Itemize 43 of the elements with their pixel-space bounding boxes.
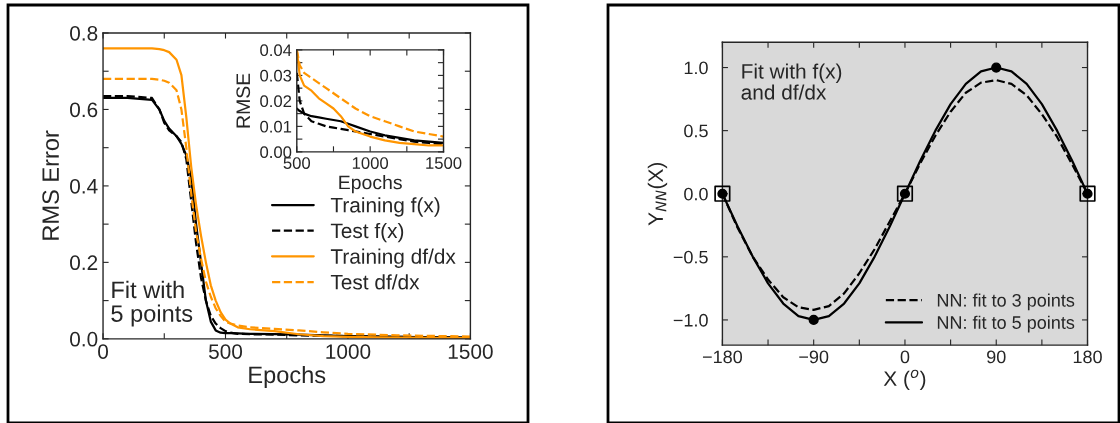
y-tick-label: −0.5 bbox=[673, 250, 708, 264]
legend-label: Test f(x) bbox=[330, 222, 404, 243]
x-axis-title: Epochs bbox=[249, 365, 326, 388]
legend-label: NN: fit to 5 points bbox=[937, 315, 1075, 333]
x-tick-label: 1000 bbox=[352, 157, 389, 169]
y-tick-label: 1.0 bbox=[684, 61, 708, 75]
x-tick-label: −90 bbox=[799, 350, 829, 364]
x-tick-label: −180 bbox=[702, 350, 743, 364]
y-tick-label: 0.4 bbox=[70, 178, 98, 194]
x-axis-title: X ($^{o}$) bbox=[883, 369, 926, 391]
y-tick-label: 0.02 bbox=[260, 95, 292, 108]
y-axis-title: RMSE bbox=[236, 73, 251, 128]
y-tick-label: 0.04 bbox=[260, 44, 292, 57]
x-tick-label: 0 bbox=[900, 350, 910, 364]
y-tick-label: 0.5 bbox=[684, 124, 708, 138]
x-tick-label: 1500 bbox=[426, 157, 462, 169]
x-tick-label: 0 bbox=[98, 344, 109, 359]
x-tick-label: 500 bbox=[208, 344, 243, 359]
legend-label: Training f(x) bbox=[330, 197, 440, 217]
x-tick-label: 1500 bbox=[448, 344, 493, 359]
y-tick-label: 0.2 bbox=[70, 255, 98, 271]
x-tick-label: 90 bbox=[987, 350, 1006, 364]
y-tick-label: 0.01 bbox=[260, 120, 292, 133]
x-tick-label: 1000 bbox=[326, 344, 371, 359]
x-tick-label: 500 bbox=[283, 157, 311, 169]
annotation: Fit with f(x) and df/dx bbox=[741, 63, 842, 100]
x-axis-title: Epochs bbox=[339, 175, 402, 194]
y-tick-label: 0.00 bbox=[260, 146, 292, 159]
y-tick-label: 0.6 bbox=[70, 102, 98, 118]
y-axis-title: RMS Error bbox=[42, 130, 59, 240]
point bbox=[991, 62, 1002, 73]
annotation: Fit with 5 points bbox=[111, 280, 193, 327]
point bbox=[808, 314, 819, 326]
y-tick-label: 0.8 bbox=[70, 26, 98, 41]
legend-label: NN: fit to 3 points bbox=[937, 293, 1075, 311]
legend-label: Test df/dx bbox=[330, 274, 420, 290]
legend-label: Training df/dx bbox=[330, 248, 456, 268]
y-tick-label: 0.03 bbox=[260, 69, 292, 82]
x-tick-label: 180 bbox=[1073, 350, 1102, 364]
y-axis-title: Y$_{NN}$(X) bbox=[647, 162, 668, 226]
y-tick-label: −1.0 bbox=[673, 313, 708, 327]
y-tick-label: 0.0 bbox=[684, 187, 708, 201]
y-tick-label: 0.0 bbox=[70, 331, 98, 347]
